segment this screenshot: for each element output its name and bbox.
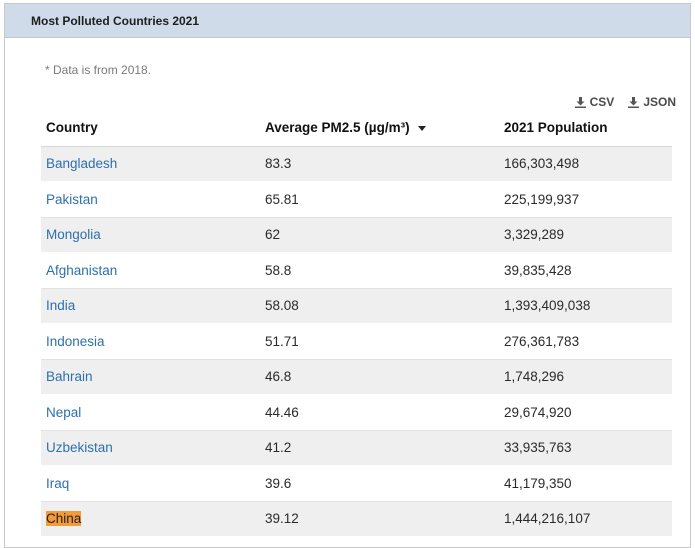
json-export-label: JSON — [643, 95, 676, 109]
country-link[interactable]: Pakistan — [46, 191, 98, 207]
country-cell: China — [41, 501, 260, 537]
table-row: Uzbekistan 41.2 33,935,763 — [41, 430, 672, 466]
country-link[interactable]: Indonesia — [46, 333, 105, 349]
country-cell: India — [41, 288, 260, 324]
pm25-cell: 62 — [260, 217, 499, 253]
country-cell: Mongolia — [41, 217, 260, 253]
country-link[interactable]: Bahrain — [46, 369, 93, 385]
table-row: Mongolia 62 3,329,289 — [41, 217, 672, 253]
population-cell: 1,748,296 — [499, 359, 672, 395]
country-cell: Bahrain — [41, 359, 260, 395]
population-cell: 276,361,783 — [499, 323, 672, 360]
download-icon — [574, 96, 586, 108]
download-icon — [628, 96, 640, 108]
population-cell: 29,674,920 — [499, 394, 672, 431]
panel-title: Most Polluted Countries 2021 — [31, 13, 200, 28]
csv-export-label: CSV — [589, 95, 615, 109]
country-link[interactable]: India — [46, 298, 76, 314]
country-cell: Bangladesh — [41, 146, 260, 182]
population-cell: 225,199,937 — [499, 181, 672, 218]
pm25-cell: 44.46 — [260, 394, 499, 431]
table-row: Bahrain 46.8 1,748,296 — [41, 359, 672, 395]
pm25-cell: 83.3 — [260, 146, 499, 182]
column-header-label: 2021 Population — [504, 120, 608, 136]
population-cell: 33,935,763 — [499, 430, 672, 466]
table-row: Indonesia 51.71 276,361,783 — [41, 323, 672, 360]
column-header-label: Average PM2.5 (µg/m³) — [265, 120, 410, 136]
table-header-row: Country Average PM2.5 (µg/m³) 2021 Popul… — [41, 110, 672, 147]
pm25-cell: 39.6 — [260, 465, 499, 502]
country-cell: Indonesia — [41, 323, 260, 360]
country-cell: Iraq — [41, 465, 260, 502]
column-header-label: Country — [46, 120, 98, 136]
country-link[interactable]: Nepal — [46, 404, 82, 420]
pollution-table: Country Average PM2.5 (µg/m³) 2021 Popul… — [41, 110, 672, 537]
country-cell: Nepal — [41, 394, 260, 431]
pm25-cell: 51.71 — [260, 323, 499, 360]
data-note: * Data is from 2018. — [45, 63, 152, 77]
country-link[interactable]: Mongolia — [46, 227, 101, 243]
country-cell: Pakistan — [41, 181, 260, 218]
column-header-pm25[interactable]: Average PM2.5 (µg/m³) — [260, 110, 499, 147]
country-cell: Uzbekistan — [41, 430, 260, 466]
population-cell: 41,179,350 — [499, 465, 672, 502]
pm25-cell: 58.8 — [260, 252, 499, 289]
table-row: India 58.08 1,393,409,038 — [41, 288, 672, 324]
country-link[interactable]: Afghanistan — [46, 262, 118, 278]
population-cell: 1,444,216,107 — [499, 501, 672, 537]
country-link[interactable]: Uzbekistan — [46, 440, 113, 456]
country-link[interactable]: Bangladesh — [46, 156, 118, 172]
export-links: CSV JSON — [574, 95, 676, 109]
table-row: Pakistan 65.81 225,199,937 — [41, 181, 672, 218]
column-header-country[interactable]: Country — [41, 110, 260, 147]
population-cell: 39,835,428 — [499, 252, 672, 289]
table-row: Iraq 39.6 41,179,350 — [41, 465, 672, 502]
sort-desc-icon — [417, 126, 426, 132]
country-cell: Afghanistan — [41, 252, 260, 289]
country-link[interactable]: Iraq — [46, 475, 70, 491]
panel-header: Most Polluted Countries 2021 — [5, 4, 690, 38]
population-cell: 1,393,409,038 — [499, 288, 672, 324]
column-header-population[interactable]: 2021 Population — [499, 110, 672, 147]
population-cell: 166,303,498 — [499, 146, 672, 182]
csv-export-link[interactable]: CSV — [574, 95, 615, 109]
table-row: Afghanistan 58.8 39,835,428 — [41, 252, 672, 289]
country-link[interactable]: China — [46, 511, 82, 527]
population-cell: 3,329,289 — [499, 217, 672, 253]
pm25-cell: 39.12 — [260, 501, 499, 537]
pm25-cell: 41.2 — [260, 430, 499, 466]
table-row: Bangladesh 83.3 166,303,498 — [41, 146, 672, 182]
pm25-cell: 58.08 — [260, 288, 499, 324]
table-row: China 39.12 1,444,216,107 — [41, 501, 672, 537]
pm25-cell: 46.8 — [260, 359, 499, 395]
table-row: Nepal 44.46 29,674,920 — [41, 394, 672, 431]
pm25-cell: 65.81 — [260, 181, 499, 218]
json-export-link[interactable]: JSON — [628, 95, 676, 109]
